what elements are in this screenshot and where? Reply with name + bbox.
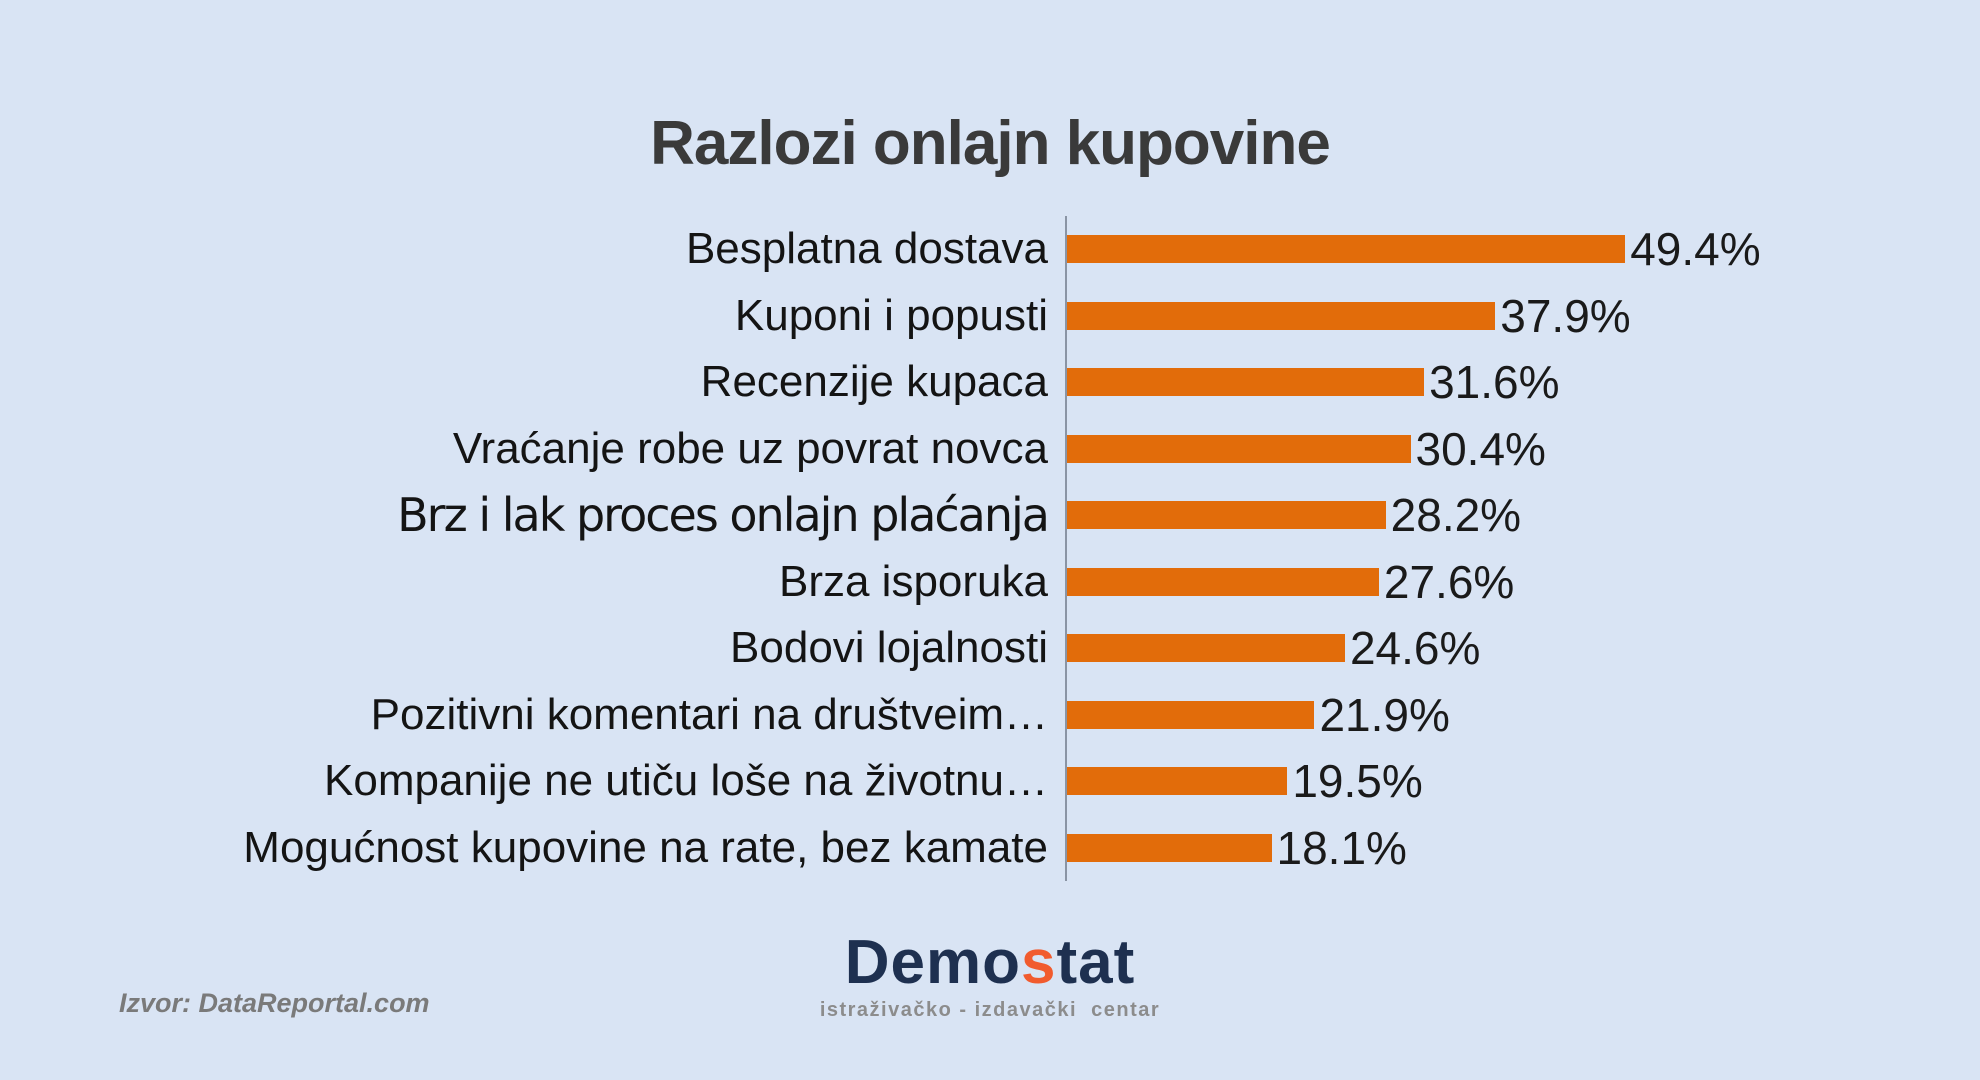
bar: [1067, 767, 1288, 796]
category-label: Pozitivni komentari na društveim…: [370, 689, 1048, 739]
chart-row: Kompanije ne utiču loše na životnu… 19.5%: [0, 748, 1980, 815]
bar: [1067, 567, 1379, 596]
bar-area: 31.6%: [1065, 349, 1980, 416]
chart-title: Razlozi onlajn kupovine: [650, 108, 1331, 178]
category-label: Kuponi i popusti: [734, 290, 1048, 340]
logo-wordmark: Demostat: [0, 930, 1980, 995]
logo-wordmark-part2: tat: [1056, 928, 1136, 997]
value-label: 21.9%: [1319, 688, 1450, 741]
chart-row: Pozitivni komentari na društveim… 21.9%: [0, 681, 1980, 748]
value-label: 18.1%: [1276, 821, 1407, 874]
source-note: Izvor: DataReportal.com: [119, 988, 430, 1018]
value-label: 37.9%: [1500, 289, 1631, 342]
bar: [1067, 501, 1386, 530]
value-label: 27.6%: [1383, 555, 1515, 608]
category-label: Kompanije ne utiču loše na životnu…: [324, 756, 1048, 806]
chart-row: Brz i lak proces onlajn plaćanja 28.2%: [0, 482, 1980, 549]
bar-area: 30.4%: [1065, 415, 1980, 482]
logo-tagline: istraživačko - izdavački centar: [819, 999, 1161, 1022]
chart-row: Vraćanje robe uz povrat novca 30.4%: [0, 415, 1980, 482]
category-label: Mogućnost kupovine na rate, bez kamate: [243, 822, 1048, 872]
chart-row: Bodovi lojalnosti 24.6%: [0, 615, 1980, 682]
category-label: Recenzije kupaca: [700, 357, 1048, 407]
value-label: 49.4%: [1630, 223, 1761, 276]
bar-area: 37.9%: [1065, 282, 1980, 349]
chart-row: Kuponi i popusti 37.9%: [0, 282, 1980, 349]
bar: [1067, 368, 1425, 397]
value-label: 30.4%: [1415, 422, 1546, 475]
category-label: Brz i lak proces onlajn plaćanja: [397, 488, 1050, 543]
bar-area: 49.4%: [1065, 216, 1980, 283]
bar: [1067, 833, 1272, 862]
logo-wordmark-part1: Demo: [844, 928, 1021, 997]
bar-area: 27.6%: [1065, 548, 1980, 615]
bar-chart: Besplatna dostava 49.4% Kuponi i popusti 37…: [0, 216, 1980, 881]
value-label: 19.5%: [1292, 755, 1423, 808]
demostat-logo: Demostat istraživačko - izdavački centar: [0, 930, 1980, 1022]
bar: [1067, 634, 1345, 663]
bar-area: 28.2%: [1065, 482, 1980, 549]
category-label: Brza isporuka: [778, 556, 1048, 606]
bar: [1067, 301, 1496, 330]
bar-area: 18.1%: [1065, 814, 1980, 881]
bar-area: 21.9%: [1065, 681, 1980, 748]
bar-area: 19.5%: [1065, 748, 1980, 815]
bar-area: 24.6%: [1065, 615, 1980, 682]
category-label: Vraćanje robe uz povrat novca: [452, 423, 1048, 473]
category-label: Bodovi lojalnosti: [730, 623, 1048, 673]
value-label: 28.2%: [1390, 489, 1522, 542]
value-label: 31.6%: [1429, 356, 1560, 409]
bar: [1067, 700, 1315, 729]
bar: [1067, 434, 1411, 463]
chart-row: Mogućnost kupovine na rate, bez kamate 18…: [0, 814, 1980, 881]
bar: [1067, 235, 1626, 264]
logo-wordmark-accent: s: [1021, 928, 1057, 997]
category-label: Besplatna dostava: [685, 224, 1048, 274]
chart-row: Recenzije kupaca 31.6%: [0, 349, 1980, 416]
chart-row: Brza isporuka 27.6%: [0, 548, 1980, 615]
value-label: 24.6%: [1349, 622, 1481, 675]
chart-row: Besplatna dostava 49.4%: [0, 216, 1980, 283]
